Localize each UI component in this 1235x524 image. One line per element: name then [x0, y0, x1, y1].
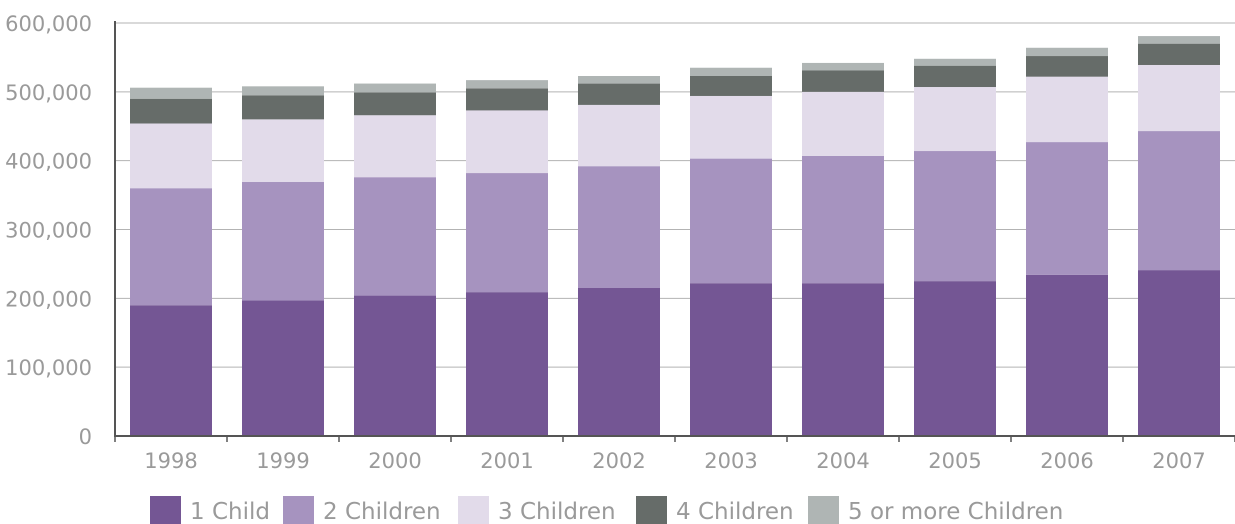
y-tick-label: 600,000	[5, 12, 92, 36]
bar-segment	[354, 177, 436, 296]
bar-segment	[914, 281, 996, 436]
bar-segment	[1138, 131, 1220, 271]
bar-segment	[242, 182, 324, 301]
legend: 1 Child 2 Children 3 Children 4 Children 5 o…	[150, 496, 1063, 524]
bar-segment	[690, 67, 772, 77]
bar-segment	[914, 65, 996, 88]
y-tick-label: 300,000	[5, 219, 92, 243]
bar-segment	[1138, 43, 1220, 65]
y-tick-label: 200,000	[5, 287, 92, 311]
legend-swatch	[283, 496, 314, 524]
legend-label: 4 Children	[676, 499, 794, 524]
bar-segment	[242, 86, 324, 96]
bar-segment	[354, 295, 436, 436]
x-tick-label: 2001	[480, 449, 533, 473]
bar-segment	[466, 88, 548, 111]
bar-segment	[802, 62, 884, 71]
x-tick-label: 2005	[928, 449, 981, 473]
legend-label: 1 Child	[190, 499, 270, 524]
bar-segment	[914, 151, 996, 282]
legend-label: 2 Children	[323, 499, 441, 524]
bar-segment	[130, 123, 212, 189]
bar-segment	[802, 91, 884, 156]
x-tick-label: 1999	[256, 449, 309, 473]
bar-segment	[242, 95, 324, 120]
bar-segment	[130, 87, 212, 99]
bar-segment	[130, 305, 212, 436]
bar-segment	[130, 98, 212, 124]
legend-swatch	[636, 496, 667, 524]
y-tick-label: 0	[79, 425, 92, 449]
bar-segment	[466, 173, 548, 293]
x-tick-label: 2002	[592, 449, 645, 473]
bars	[130, 36, 1220, 436]
bar-segment	[354, 83, 436, 93]
y-tick-label: 400,000	[5, 150, 92, 174]
bar-segment	[578, 83, 660, 105]
bar-segment	[1026, 47, 1108, 57]
bar-segment	[1138, 36, 1220, 44]
y-axis-ticks: 0 100,000 200,000 300,000 400,000 500,000 600,…	[5, 12, 92, 449]
bar-segment	[578, 104, 660, 167]
bar-segment	[578, 76, 660, 84]
legend-swatch	[458, 496, 489, 524]
y-tick-label: 500,000	[5, 81, 92, 105]
legend-label: 3 Children	[498, 499, 616, 524]
legend-swatch	[150, 496, 181, 524]
bar-segment	[1026, 274, 1108, 436]
bar-segment	[354, 115, 436, 178]
bar-segment	[690, 158, 772, 284]
x-tick-label: 2007	[1152, 449, 1205, 473]
bar-segment	[466, 292, 548, 436]
axes	[114, 21, 1235, 442]
bar-segment	[802, 70, 884, 92]
bar-segment	[802, 283, 884, 436]
bar-segment	[466, 80, 548, 89]
bar-segment	[1138, 64, 1220, 132]
bar-segment	[354, 92, 436, 116]
bar-segment	[802, 155, 884, 284]
bar-segment	[690, 283, 772, 436]
x-tick-label: 2004	[816, 449, 869, 473]
legend-label: 5 or more Children	[848, 499, 1063, 524]
bar-segment	[242, 119, 324, 183]
x-tick-label: 1998	[144, 449, 197, 473]
y-tick-label: 100,000	[5, 356, 92, 380]
bar-segment	[578, 166, 660, 289]
x-axis-ticks: 1998 1999 2000 2001 2002 2003 2004 2005 2006 2007	[144, 449, 1205, 473]
bar-segment	[1026, 76, 1108, 143]
legend-swatch	[808, 496, 839, 524]
bar-segment	[1026, 142, 1108, 275]
bar-segment	[1138, 270, 1220, 436]
bar-segment	[466, 110, 548, 174]
bar-segment	[914, 58, 996, 66]
bar-segment	[242, 300, 324, 436]
bar-segment	[690, 95, 772, 159]
bar-segment	[690, 76, 772, 96]
bar-segment	[1026, 56, 1108, 77]
x-tick-label: 2000	[368, 449, 421, 473]
bar-segment	[914, 87, 996, 152]
bar-segment	[130, 188, 212, 306]
bar-segment	[578, 288, 660, 436]
x-tick-label: 2006	[1040, 449, 1093, 473]
x-tick-label: 2003	[704, 449, 757, 473]
